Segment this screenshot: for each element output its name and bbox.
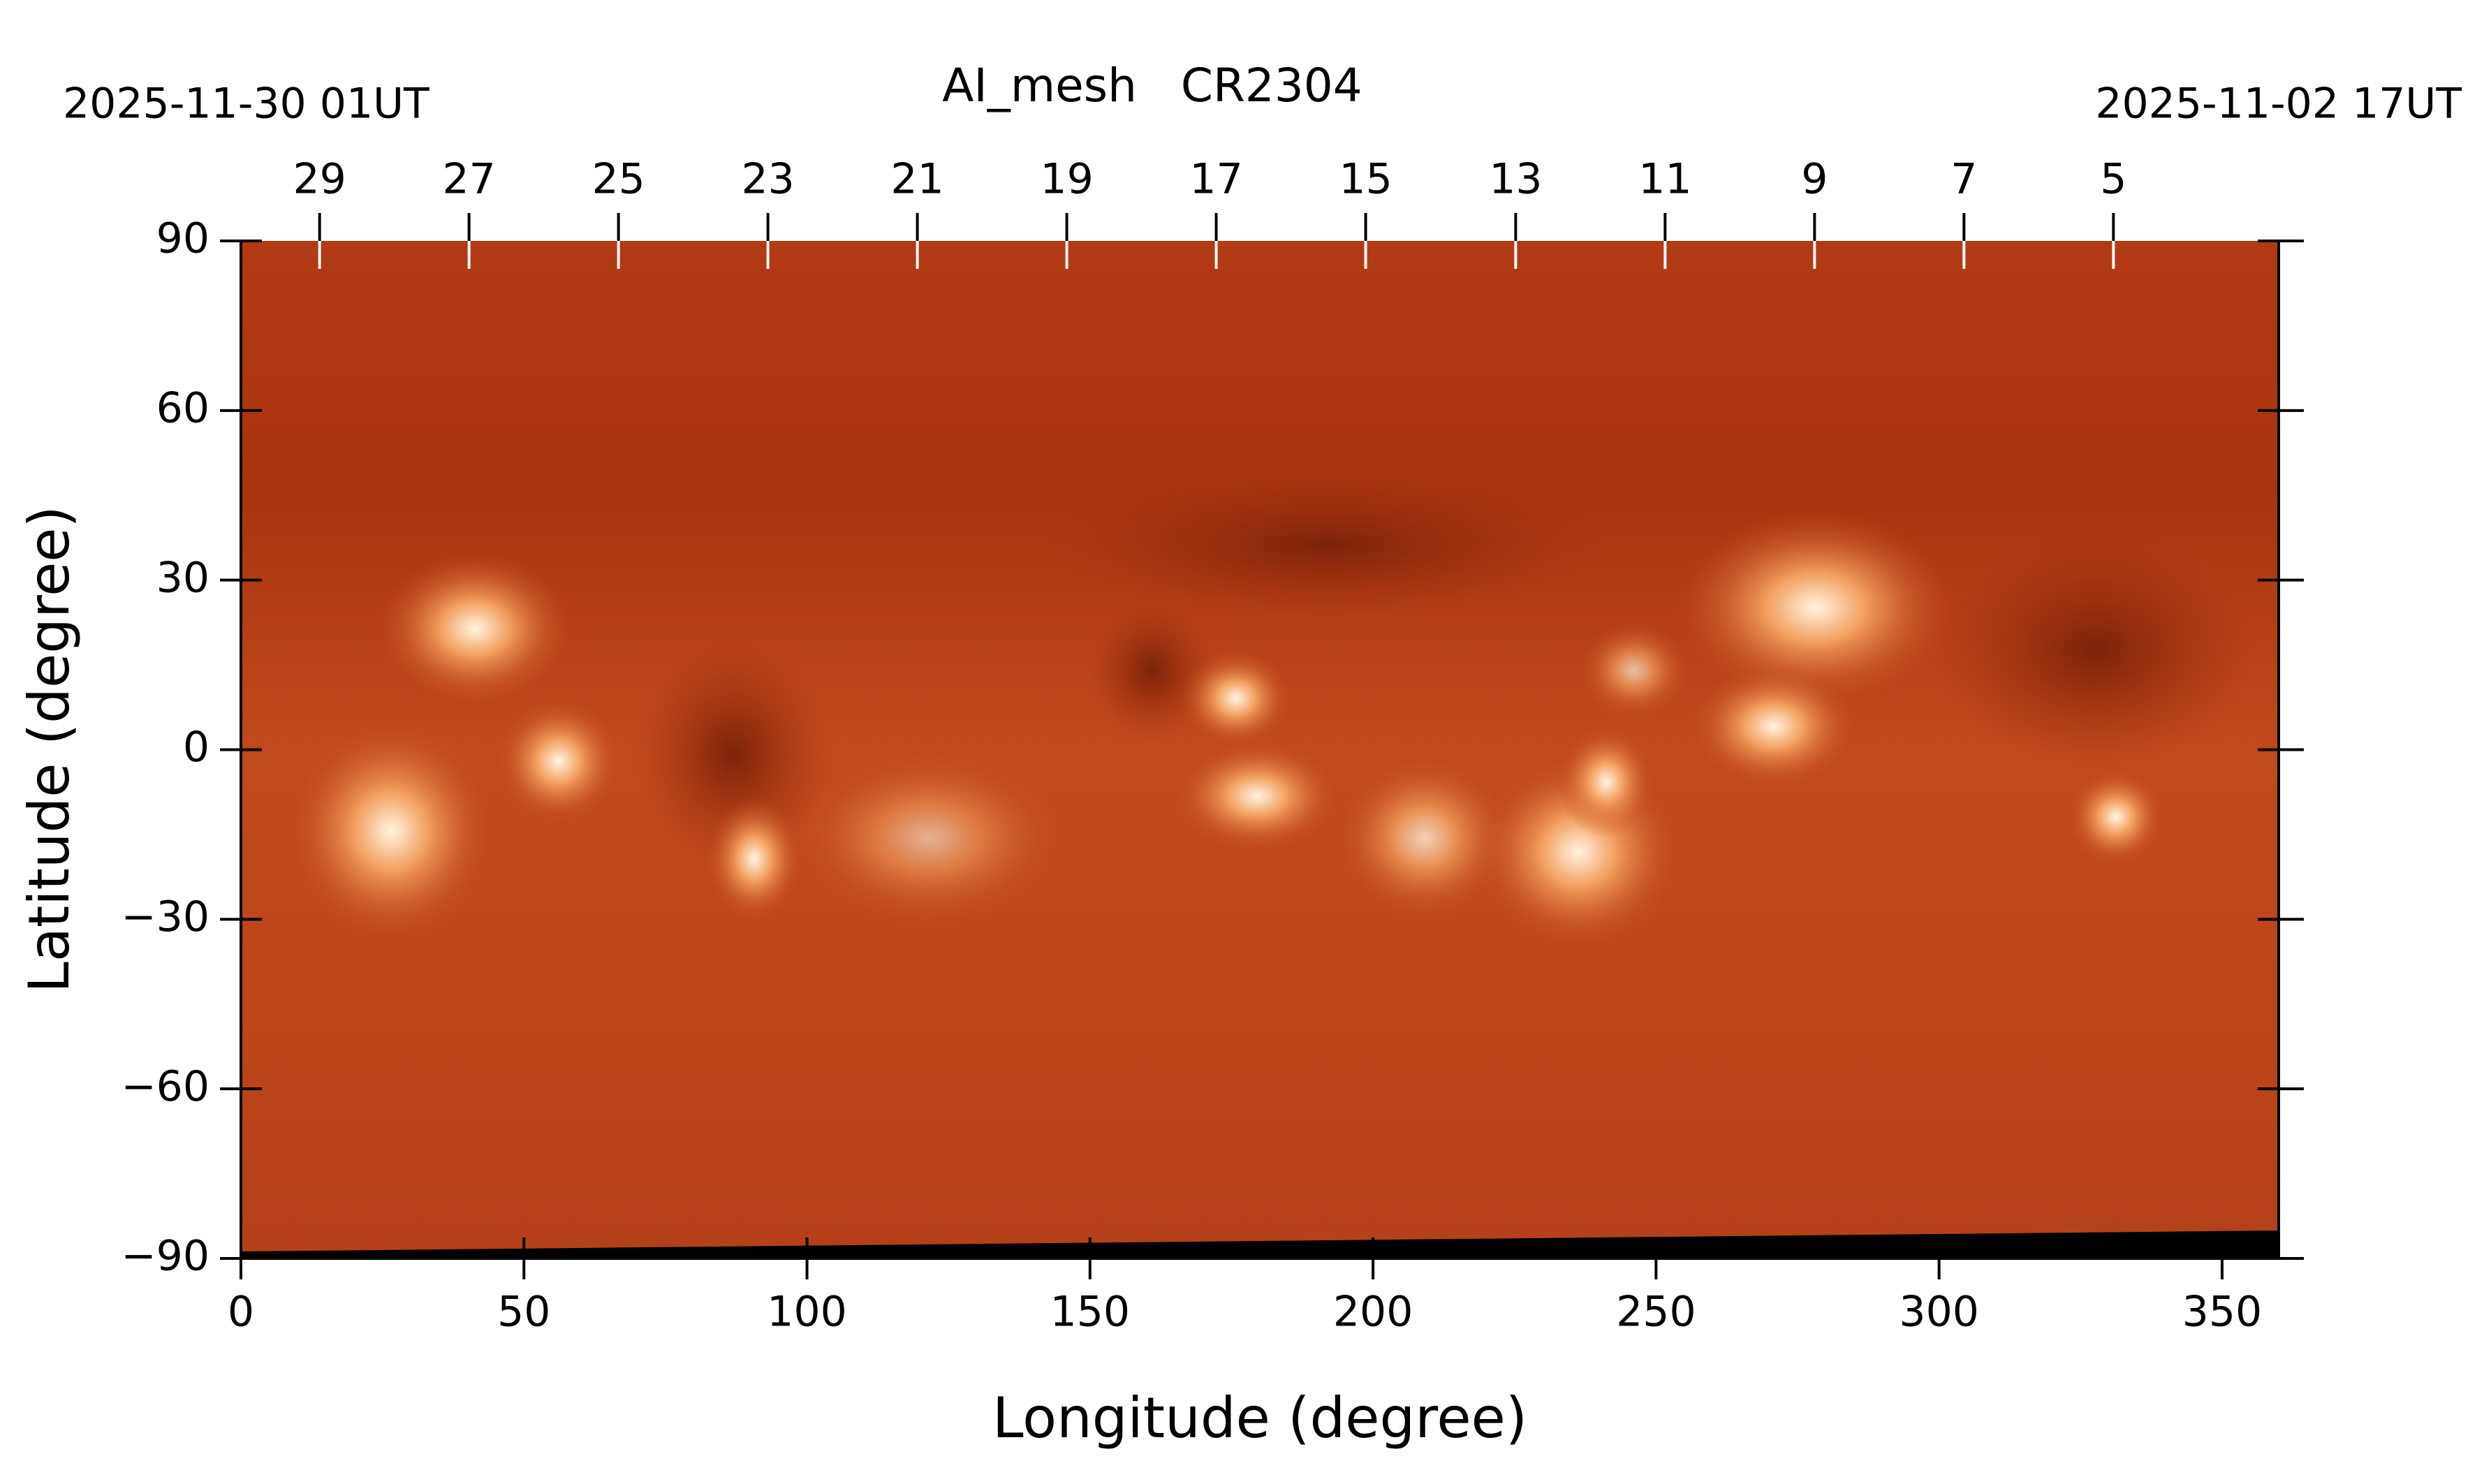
right-date: 2025-11-02 17UT [2095, 80, 2462, 128]
top-tick-label: 17 [1189, 155, 1242, 204]
x-axis-label: Longitude (degree) [992, 1386, 1527, 1450]
top-tick-label: 5 [2100, 155, 2126, 204]
top-tick-label: 21 [890, 155, 943, 204]
solar-map [241, 241, 2279, 1258]
top-tick-label: 25 [591, 155, 645, 204]
x-tick-label: 50 [497, 1288, 550, 1337]
x-tick-label: 150 [1050, 1288, 1131, 1337]
top-tick-label: 27 [442, 155, 495, 204]
y-tick-label: −90 [121, 1232, 210, 1281]
x-tick-label: 200 [1333, 1288, 1413, 1337]
top-tick-label: 19 [1040, 155, 1093, 204]
left-date: 2025-11-30 01UT [63, 80, 429, 128]
top-tick-label: 23 [741, 155, 794, 204]
y-tick-label: −60 [121, 1062, 210, 1111]
y-tick-label: −30 [121, 892, 210, 941]
x-tick-label: 250 [1616, 1288, 1696, 1337]
y-tick-label: 30 [156, 553, 210, 602]
top-tick-label: 29 [293, 155, 346, 204]
y-tick-label: 0 [183, 723, 210, 772]
top-tick-label: 9 [1801, 155, 1828, 204]
top-tick-label: 11 [1638, 155, 1691, 204]
top-tick-label: 7 [1950, 155, 1977, 204]
chart-title: AI_mesh CR2304 [942, 59, 1362, 112]
y-tick-label: 60 [156, 383, 210, 432]
top-tick-label: 15 [1339, 155, 1392, 204]
y-tick-label: 90 [156, 214, 210, 263]
y-axis-label: Latitude (degree) [17, 506, 82, 992]
x-tick-label: 100 [767, 1288, 847, 1337]
top-tick-label: 13 [1489, 155, 1542, 204]
x-tick-label: 0 [228, 1288, 254, 1337]
x-tick-label: 300 [1899, 1288, 1979, 1337]
x-tick-label: 350 [2182, 1288, 2263, 1337]
